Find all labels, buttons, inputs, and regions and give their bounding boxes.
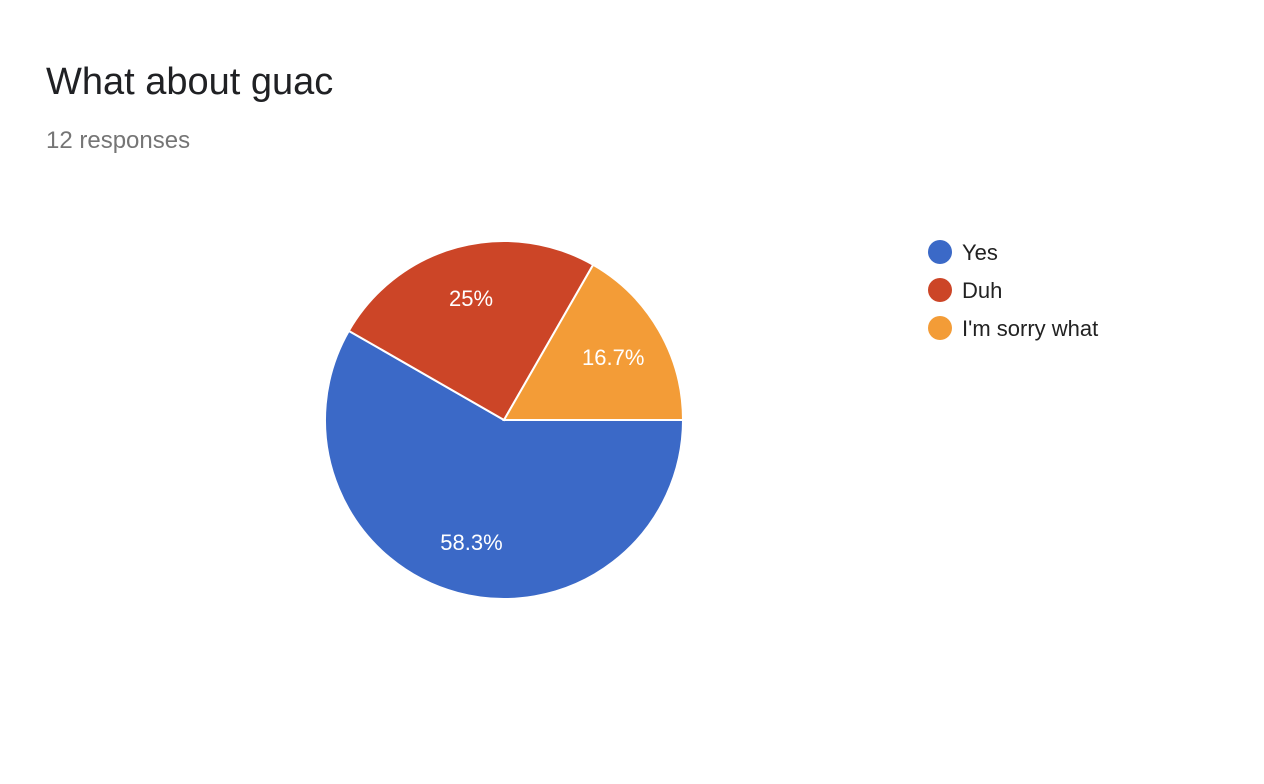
pie-labels: 58.3% 25% 16.7%	[440, 286, 644, 555]
pie-slice-duh	[347, 240, 595, 422]
legend-label: Yes	[962, 240, 998, 265]
legend-swatch	[928, 316, 952, 340]
chart-title: What about guac	[46, 61, 334, 103]
legend-swatch	[928, 278, 952, 302]
pie-slice-yes	[324, 329, 685, 600]
slice-percent-label: 25%	[449, 286, 493, 311]
slice-percent-label: 58.3%	[440, 530, 502, 555]
slice-percent-label: 16.7%	[582, 345, 644, 370]
legend-label: Duh	[962, 278, 1002, 303]
legend-swatch	[928, 240, 952, 264]
pie-slices	[324, 240, 685, 600]
legend: Yes Duh I'm sorry what	[928, 240, 1098, 341]
legend-label: I'm sorry what	[962, 316, 1098, 341]
pie-slice-i-m-sorry-what	[502, 263, 685, 421]
response-count: 12 responses	[46, 127, 191, 154]
